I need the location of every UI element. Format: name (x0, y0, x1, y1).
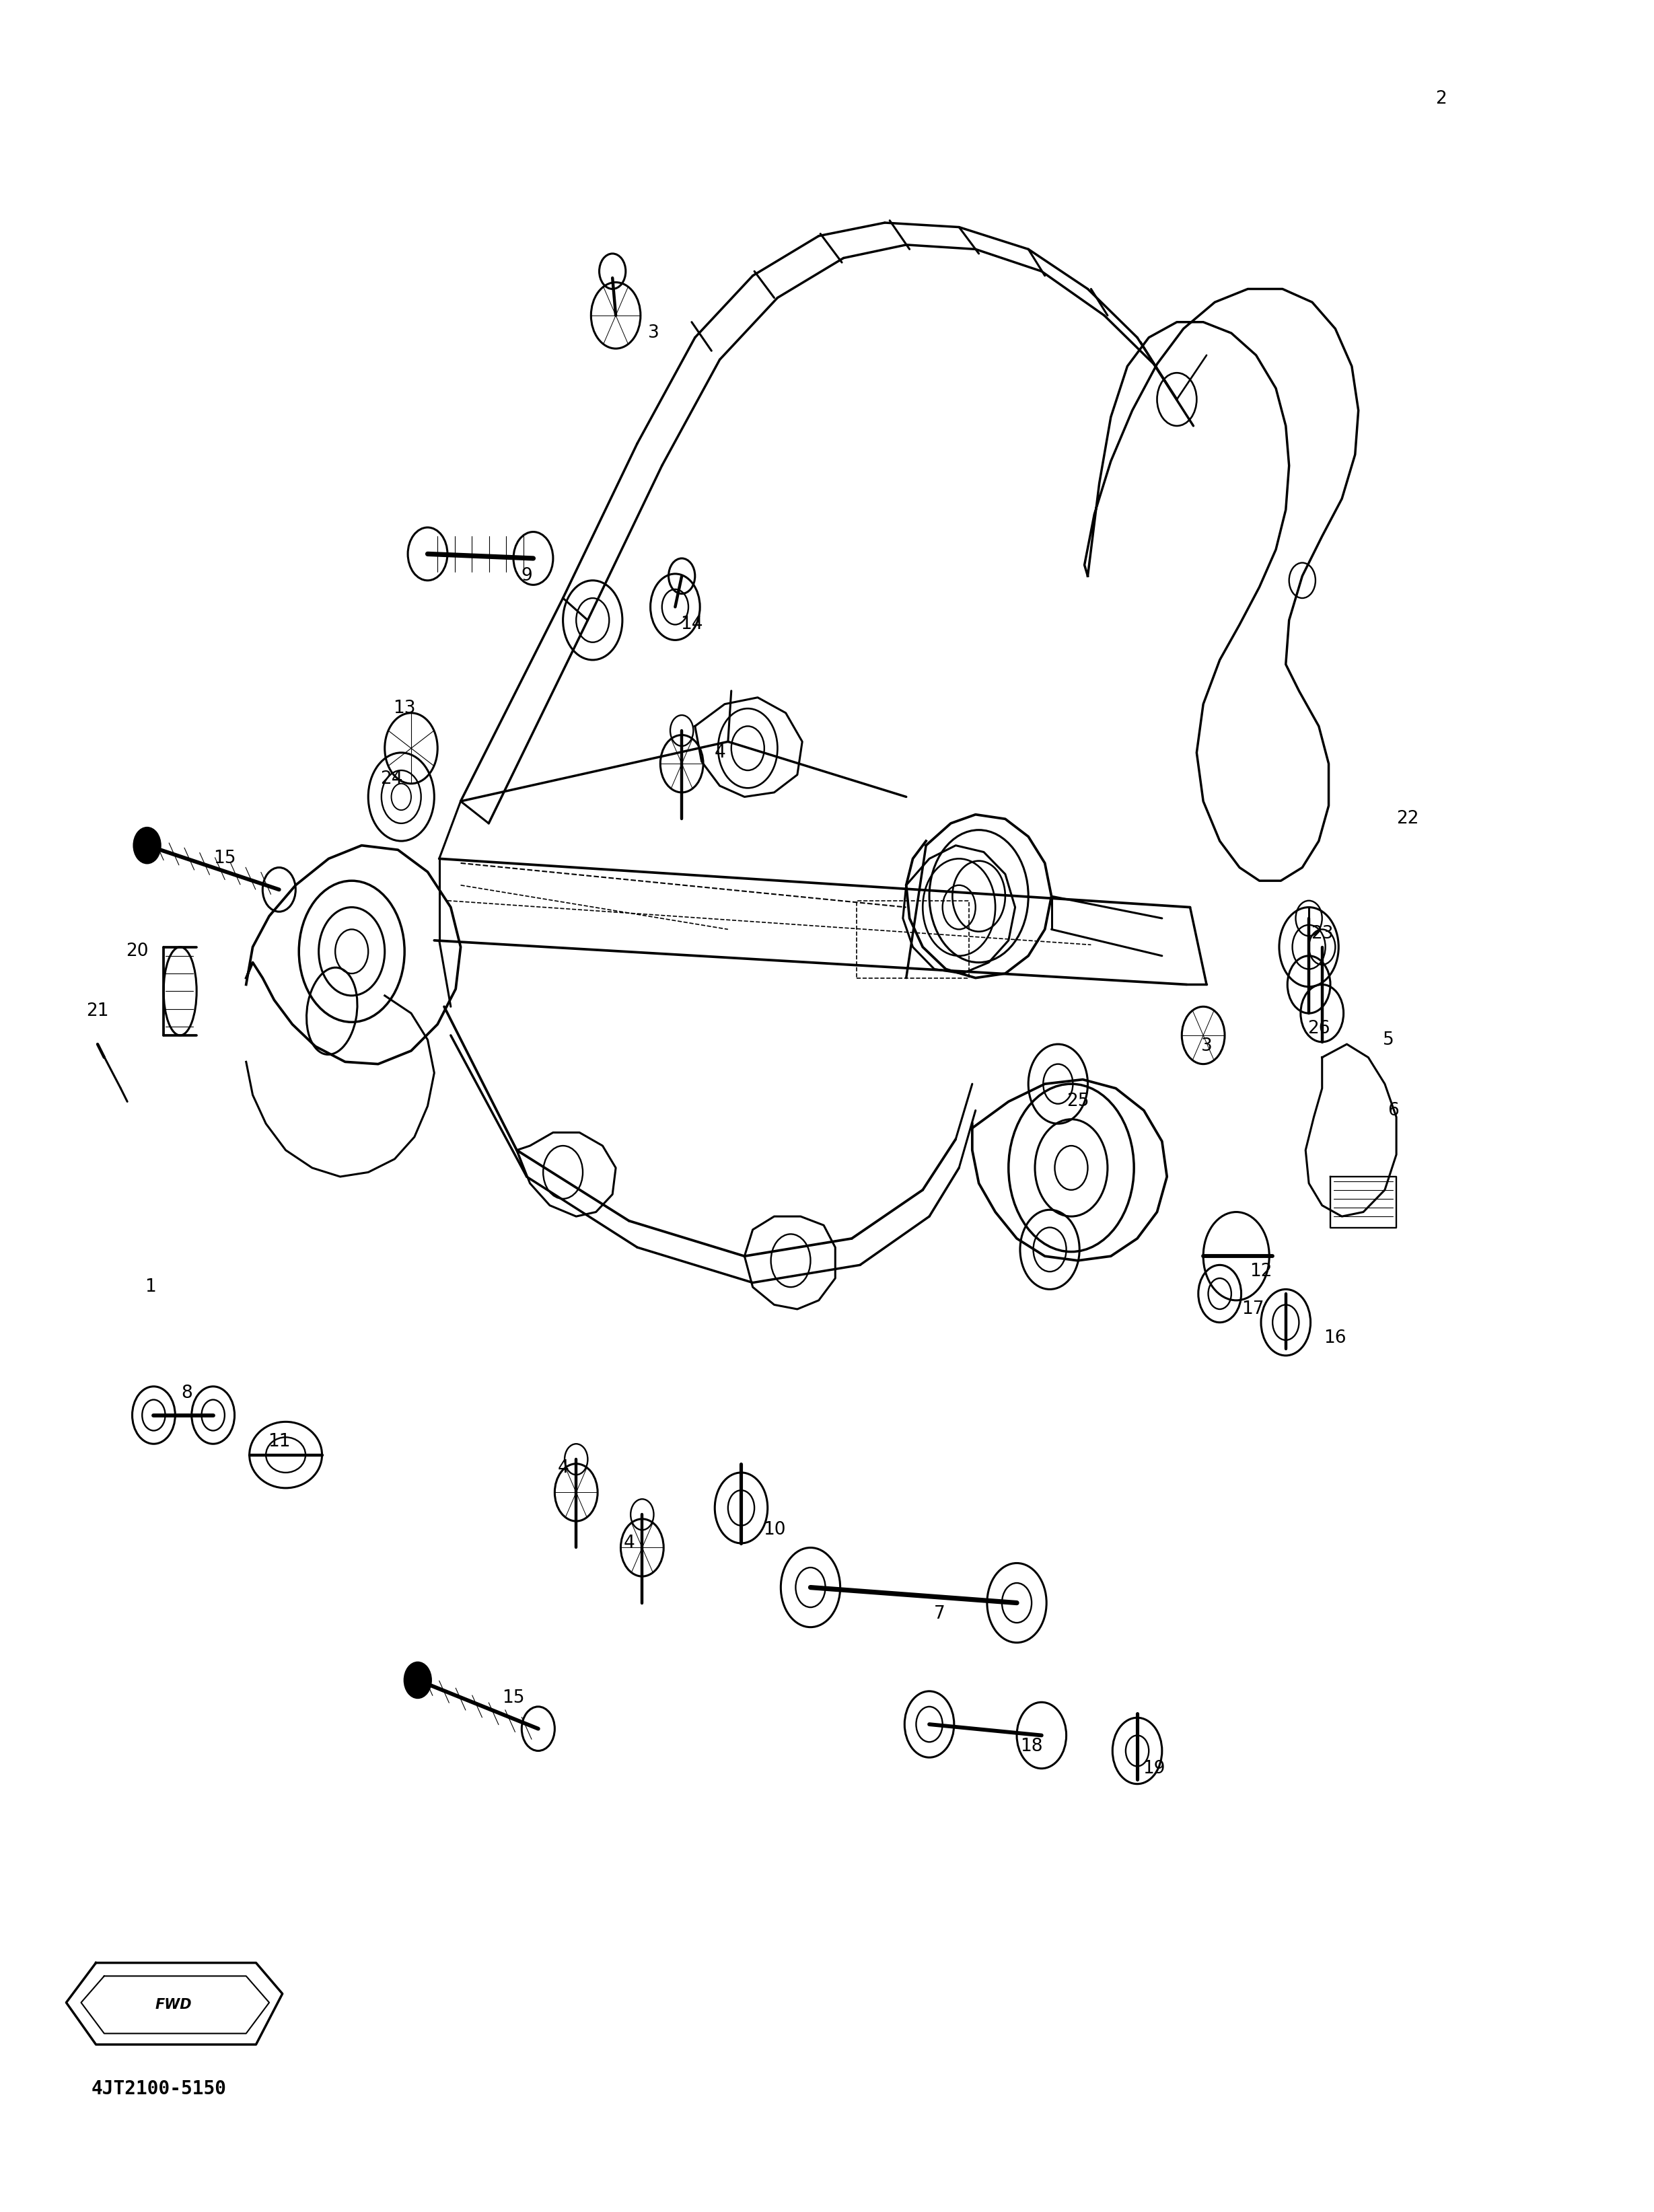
Text: 18: 18 (1021, 1739, 1044, 1754)
Text: 16: 16 (1323, 1329, 1346, 1347)
Text: 3: 3 (1201, 1037, 1212, 1055)
Text: 7: 7 (933, 1606, 944, 1624)
Circle shape (134, 827, 160, 863)
Text: 15: 15 (213, 849, 237, 867)
Text: 23: 23 (1312, 925, 1333, 942)
Text: 4: 4 (557, 1460, 569, 1478)
Text: 19: 19 (1143, 1761, 1164, 1776)
Text: 2: 2 (1436, 91, 1447, 108)
Text: 11: 11 (268, 1433, 291, 1451)
Text: 24: 24 (380, 770, 402, 787)
Text: 22: 22 (1396, 810, 1419, 827)
Text: 21: 21 (86, 1002, 109, 1020)
Text: 26: 26 (1308, 1020, 1330, 1037)
Text: 10: 10 (762, 1522, 786, 1540)
Text: 15: 15 (503, 1690, 524, 1708)
Text: 25: 25 (1067, 1093, 1088, 1110)
Text: 4: 4 (624, 1535, 635, 1553)
Text: 4JT2100-5150: 4JT2100-5150 (91, 2079, 227, 2099)
Text: 17: 17 (1242, 1301, 1264, 1318)
Text: 5: 5 (1383, 1031, 1394, 1048)
Text: 6: 6 (1388, 1102, 1399, 1119)
Bar (857, 900, 969, 978)
Text: 13: 13 (394, 699, 415, 717)
Circle shape (405, 1663, 432, 1699)
Polygon shape (66, 1962, 283, 2044)
Text: FWD: FWD (155, 1997, 192, 2011)
Text: 3: 3 (648, 325, 660, 343)
Text: 12: 12 (1250, 1263, 1272, 1281)
Text: 4: 4 (715, 743, 726, 761)
Text: 9: 9 (521, 566, 533, 584)
Text: 8: 8 (180, 1385, 192, 1402)
Text: 1: 1 (146, 1279, 155, 1296)
Text: 14: 14 (680, 615, 703, 633)
Text: 20: 20 (126, 942, 149, 960)
